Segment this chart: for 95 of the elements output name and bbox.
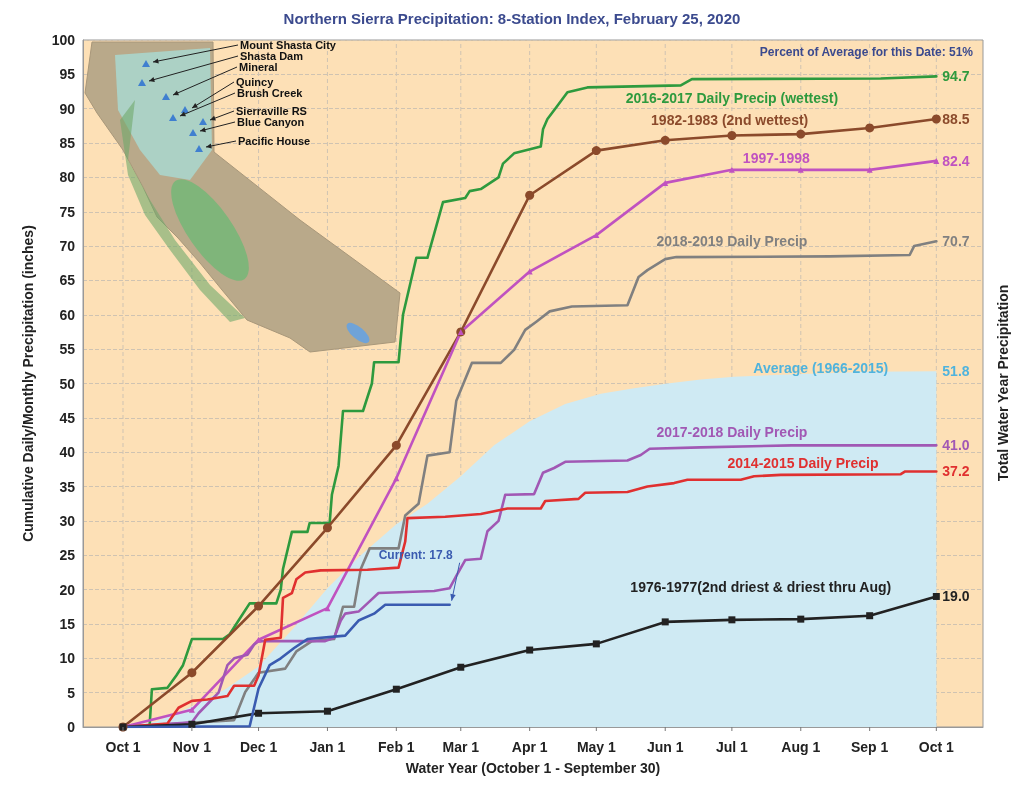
x-tick-label: Aug 1: [781, 739, 821, 755]
point: [932, 592, 940, 600]
series-label: 2018-2019 Daily Precip: [656, 233, 808, 250]
x-tick-label: Jun 1: [646, 739, 684, 755]
annotation: Blue Canyon: [237, 116, 305, 128]
point: [526, 646, 534, 654]
point: [324, 605, 331, 612]
point: [866, 166, 873, 173]
point: [322, 523, 332, 533]
annotation: Quincy: [236, 76, 275, 88]
point: [592, 640, 600, 648]
point: [933, 157, 940, 164]
point: [865, 123, 875, 133]
point: [797, 166, 804, 173]
point: [728, 166, 735, 173]
series-label: 2017-2018 Daily Precip: [656, 423, 808, 440]
y-tick-label: 10: [59, 650, 76, 667]
x-tick-label: Jul 1: [715, 739, 749, 755]
point: [187, 668, 197, 678]
y-tick-label: 55: [59, 341, 76, 358]
point: [391, 440, 401, 450]
point: [797, 615, 805, 623]
y-tick-label: 60: [59, 306, 76, 323]
series-label: Average (1966-2015): [753, 359, 889, 376]
x-tick-label: Jan 1: [309, 739, 346, 755]
point: [457, 663, 465, 671]
y-tick-label: 80: [59, 169, 76, 186]
y-tick-label: 25: [59, 547, 76, 564]
point: [661, 618, 669, 626]
y2-axis-title: Total Water Year Precipitation: [995, 284, 1011, 482]
point: [593, 232, 600, 239]
point: [254, 601, 264, 611]
annotation: Sierraville RS: [236, 105, 307, 117]
point: [796, 129, 806, 139]
point: [662, 179, 669, 186]
series-label: 1976-1977(2nd driest & driest thru Aug): [630, 578, 892, 595]
point: [255, 636, 262, 643]
chart-title: Northern Sierra Precipitation: 8-Station Index, February 25, 2020: [283, 10, 741, 27]
y-tick-label: 75: [59, 203, 76, 220]
y-tick-label: 0: [67, 719, 76, 735]
y-tick-label: 15: [59, 615, 76, 632]
point: [727, 131, 737, 140]
point: [392, 685, 400, 693]
data-label: 70.7: [942, 233, 970, 250]
x-tick-label: Dec 1: [239, 739, 278, 755]
point: [323, 707, 331, 715]
y-tick-label: 45: [59, 409, 76, 426]
annotation: Mount Shasta City: [240, 39, 337, 51]
series-label: 2016-2017 Daily Precip (wettest): [625, 89, 839, 106]
annotation: Mineral: [239, 61, 278, 73]
data-label: 51.8: [942, 363, 970, 380]
point: [866, 612, 874, 620]
x-tick-label: May 1: [576, 739, 616, 755]
series-label: 1997-1998: [742, 150, 811, 167]
x-tick-label: Sep 1: [850, 739, 889, 755]
data-label: 37.2: [942, 463, 970, 480]
x-tick-label: Oct 1: [918, 739, 955, 755]
point: [188, 706, 195, 713]
y-tick-label: 30: [59, 512, 76, 529]
y-tick-label: 85: [59, 135, 76, 152]
y-tick-label: 70: [59, 238, 76, 255]
y-tick-label: 35: [59, 478, 76, 495]
y-tick-label: 100: [51, 32, 76, 48]
annotation: Percent of Average for this Date: 51%: [759, 45, 974, 59]
y-tick-label: 95: [59, 66, 76, 83]
series-label: 2014-2015 Daily Precip: [727, 455, 879, 472]
data-label: 41.0: [942, 437, 970, 454]
x-tick-label: Mar 1: [442, 739, 480, 755]
point: [255, 709, 263, 717]
series-label: 1982-1983 (2nd wettest): [651, 111, 809, 128]
x-tick-label: Nov 1: [172, 739, 212, 755]
y-tick-label: 65: [59, 272, 76, 289]
x-tick-label: Apr 1: [511, 739, 548, 755]
point: [188, 720, 196, 728]
point: [525, 190, 535, 200]
annotation: Brush Creek: [237, 87, 304, 99]
point: [591, 146, 601, 156]
point: [931, 114, 941, 124]
x-axis-title: Water Year (October 1 - September 30): [405, 760, 661, 776]
y-tick-label: 50: [59, 375, 76, 392]
x-tick-label: Oct 1: [105, 739, 141, 755]
point: [660, 135, 670, 145]
data-label: 88.5: [942, 111, 970, 127]
annotation: Pacific House: [238, 135, 311, 147]
y-tick-label: 20: [59, 581, 76, 598]
x-tick-label: Feb 1: [378, 739, 415, 755]
point: [728, 616, 736, 624]
data-label: 82.4: [942, 152, 970, 169]
y-tick-label: 90: [59, 100, 76, 117]
annotation: Shasta Dam: [240, 50, 304, 62]
y-tick-label: 5: [67, 684, 76, 701]
y-tick-label: 40: [59, 444, 76, 461]
data-label: 19.0: [942, 588, 970, 605]
y-axis-title: Cumulative Daily/Monthly Precipitation (inches): [20, 225, 36, 542]
data-label: 94.7: [942, 68, 970, 85]
